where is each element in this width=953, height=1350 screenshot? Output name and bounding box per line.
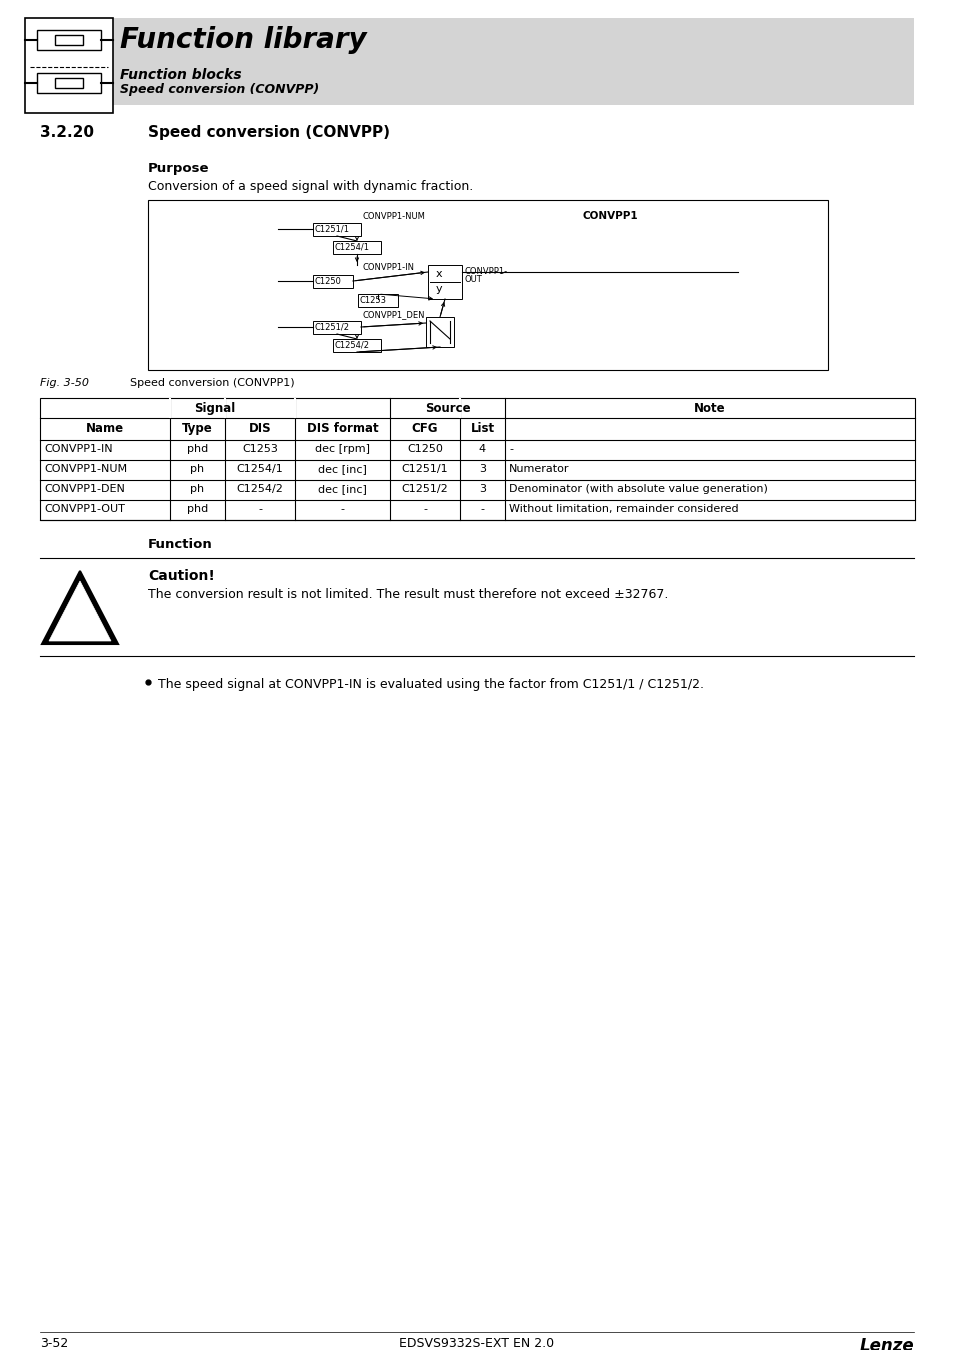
Text: C1254/2: C1254/2 <box>335 342 370 350</box>
Text: The conversion result is not limited. The result must therefore not exceed ±3276: The conversion result is not limited. Th… <box>148 589 668 601</box>
Polygon shape <box>32 36 37 45</box>
Bar <box>313 223 360 236</box>
Text: C1254/1: C1254/1 <box>335 243 370 252</box>
Text: Name: Name <box>86 423 124 435</box>
Text: dec [inc]: dec [inc] <box>317 485 367 494</box>
Text: Purpose: Purpose <box>148 162 210 176</box>
Text: List: List <box>470 423 494 435</box>
Text: C1250: C1250 <box>314 277 341 286</box>
Bar <box>148 200 827 370</box>
Text: Lenze: Lenze <box>859 1336 913 1350</box>
Text: phd: phd <box>187 504 208 514</box>
Polygon shape <box>49 580 111 641</box>
Text: Note: Note <box>694 402 725 414</box>
Polygon shape <box>272 225 277 234</box>
Text: C1254/2: C1254/2 <box>236 485 283 494</box>
Text: dec [rpm]: dec [rpm] <box>314 444 370 454</box>
Bar <box>333 242 380 254</box>
Text: Speed conversion (CONVPP): Speed conversion (CONVPP) <box>120 82 319 96</box>
Polygon shape <box>32 80 37 86</box>
Text: CONVPP1-NUM: CONVPP1-NUM <box>44 464 127 474</box>
Text: CONVPP1: CONVPP1 <box>582 211 638 221</box>
Text: The speed signal at CONVPP1-IN is evaluated using the factor from C1251/1 / C125: The speed signal at CONVPP1-IN is evalua… <box>158 678 703 691</box>
Text: Function library: Function library <box>120 26 366 54</box>
Text: C1251/2: C1251/2 <box>401 485 448 494</box>
Bar <box>37 30 101 50</box>
Text: 4: 4 <box>478 444 485 454</box>
Text: 3-52: 3-52 <box>40 1336 69 1350</box>
Text: Function blocks: Function blocks <box>120 68 241 82</box>
Polygon shape <box>731 269 738 275</box>
Polygon shape <box>108 80 112 86</box>
Bar <box>308 207 727 362</box>
Text: CONVPP1_DEN: CONVPP1_DEN <box>363 310 425 319</box>
Text: Type: Type <box>182 423 213 435</box>
Text: Conversion of a speed signal with dynamic fraction.: Conversion of a speed signal with dynami… <box>148 180 473 193</box>
Text: C1251/2: C1251/2 <box>314 323 350 332</box>
Text: -: - <box>340 504 344 514</box>
Text: 3: 3 <box>478 464 485 474</box>
Bar <box>426 317 454 347</box>
Text: C1250: C1250 <box>407 444 442 454</box>
Text: !: ! <box>74 593 85 617</box>
Text: CONVPP1-OUT: CONVPP1-OUT <box>44 504 125 514</box>
Text: CONVPP1-DEN: CONVPP1-DEN <box>44 485 125 494</box>
Text: ph: ph <box>191 464 204 474</box>
Polygon shape <box>42 571 118 644</box>
Text: Denominator (with absolute value generation): Denominator (with absolute value generat… <box>509 485 767 494</box>
Text: DIS: DIS <box>249 423 271 435</box>
Text: -: - <box>257 504 262 514</box>
Bar <box>333 339 380 352</box>
Bar <box>428 265 461 298</box>
Text: DIS format: DIS format <box>306 423 378 435</box>
Text: ph: ph <box>191 485 204 494</box>
Text: CONVPP1-: CONVPP1- <box>464 267 508 275</box>
Polygon shape <box>308 323 313 331</box>
Text: C1254/1: C1254/1 <box>236 464 283 474</box>
Text: Fig. 3-50: Fig. 3-50 <box>40 378 89 387</box>
Polygon shape <box>108 36 112 45</box>
Text: Numerator: Numerator <box>509 464 569 474</box>
Text: C1251/1: C1251/1 <box>401 464 448 474</box>
Text: C1253: C1253 <box>242 444 277 454</box>
Polygon shape <box>272 323 277 331</box>
Text: Speed conversion (CONVPP1): Speed conversion (CONVPP1) <box>130 378 294 387</box>
Text: 3.2.20: 3.2.20 <box>40 126 94 140</box>
Text: CONVPP1-IN: CONVPP1-IN <box>363 263 415 271</box>
Text: Caution!: Caution! <box>148 568 214 583</box>
Bar <box>55 35 83 45</box>
Text: CFG: CFG <box>412 423 437 435</box>
Text: 3: 3 <box>478 485 485 494</box>
Polygon shape <box>308 277 313 285</box>
Text: y: y <box>436 284 442 294</box>
Text: C1253: C1253 <box>359 296 387 305</box>
Bar <box>357 294 397 306</box>
Bar <box>40 398 914 520</box>
Bar <box>37 73 101 93</box>
Text: Without limitation, remainder considered: Without limitation, remainder considered <box>509 504 738 514</box>
Bar <box>112 18 913 105</box>
Text: dec [inc]: dec [inc] <box>317 464 367 474</box>
Text: Signal: Signal <box>194 402 235 414</box>
Text: x: x <box>436 269 442 279</box>
Text: C1251/1: C1251/1 <box>314 225 350 234</box>
Bar <box>313 275 353 288</box>
Text: Function: Function <box>148 539 213 551</box>
Text: CONVPP1-NUM: CONVPP1-NUM <box>363 212 425 221</box>
Text: -: - <box>422 504 427 514</box>
Polygon shape <box>308 225 313 234</box>
Polygon shape <box>272 277 277 285</box>
Text: Source: Source <box>424 402 470 414</box>
Bar <box>313 321 360 333</box>
Text: Speed conversion (CONVPP): Speed conversion (CONVPP) <box>148 126 390 140</box>
Text: OUT: OUT <box>464 275 482 284</box>
Text: phd: phd <box>187 444 208 454</box>
Text: EDSVS9332S-EXT EN 2.0: EDSVS9332S-EXT EN 2.0 <box>399 1336 554 1350</box>
Bar <box>55 78 83 88</box>
Text: -: - <box>480 504 484 514</box>
Text: CONVPP1-IN: CONVPP1-IN <box>44 444 112 454</box>
Bar <box>25 18 112 113</box>
Text: -: - <box>509 444 513 454</box>
